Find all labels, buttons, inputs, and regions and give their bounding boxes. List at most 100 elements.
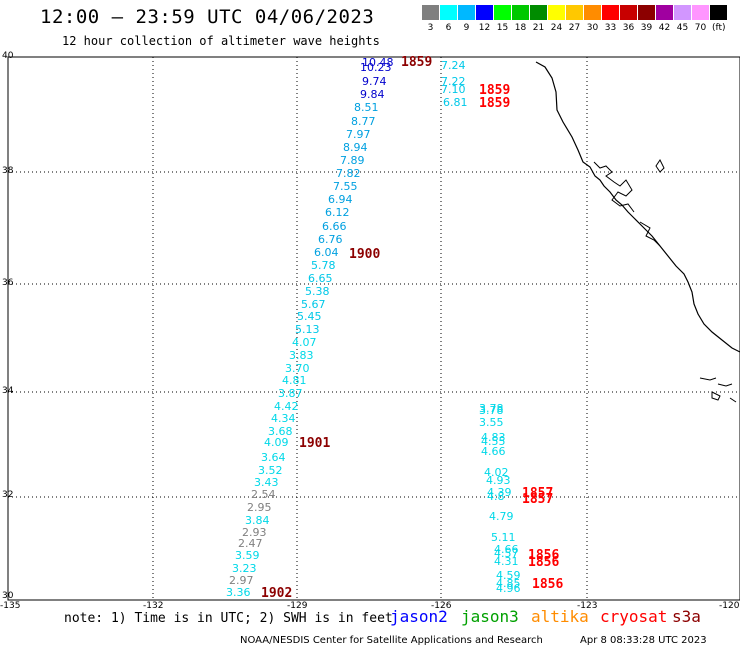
pass-time-label: 1857 (522, 492, 553, 507)
pass-time-label: 1857 (522, 486, 553, 501)
legend-jason2: jason2 (390, 607, 448, 626)
color-scale-unit: (ft) (712, 23, 726, 33)
wave-height-label: 5.11 (491, 531, 516, 544)
color-scale-swatch (620, 5, 637, 20)
lat-label: 30 (2, 591, 14, 601)
map-title: 12:00 – 23:59 UTC 04/06/2023 (40, 6, 375, 28)
wave-height-label: 7.10 (441, 83, 466, 96)
color-scale-swatch (548, 5, 565, 20)
wave-height-label: 6.94 (328, 193, 353, 206)
wave-height-label: 3.83 (289, 349, 314, 362)
lat-label: 36 (2, 278, 14, 288)
wave-height-label: 8.94 (343, 141, 368, 154)
wave-height-label: 4.09 (264, 436, 289, 449)
lon-label: -132 (143, 601, 164, 611)
wave-height-label: 4.66 (494, 543, 519, 556)
lat-label: 32 (2, 490, 14, 500)
wave-height-label: 4.93 (486, 474, 511, 487)
wave-height-label: 6.76 (318, 233, 343, 246)
wave-height-label: 3.55 (479, 416, 504, 429)
channel-island-3 (711, 391, 721, 401)
monterey-bay (639, 221, 661, 247)
wave-height-label: 2.95 (247, 501, 272, 514)
channel-island-4 (729, 397, 737, 403)
pass-time-label: 1856 (532, 577, 563, 592)
wave-height-label: 3.64 (261, 451, 286, 464)
color-scale-label: 42 (658, 23, 671, 33)
wave-height-label: 3.36 (226, 586, 251, 599)
footer-credit: NOAA/NESDIS Center for Satellite Applica… (240, 635, 543, 646)
wave-height-label: 5.67 (301, 298, 326, 311)
pass-time-label: 1901 (299, 436, 330, 451)
color-scale-label: 3 (427, 23, 434, 33)
san-francisco-bay (593, 161, 635, 213)
wave-height-label: 4.79 (489, 510, 514, 523)
wave-height-label: 3.87 (278, 387, 303, 400)
legend-s3a: s3a (672, 607, 701, 626)
color-scale-label: 6 (445, 23, 452, 33)
lat-label: 34 (2, 386, 14, 396)
wave-height-label: 8.77 (351, 115, 376, 128)
color-scale-swatch (566, 5, 583, 20)
legend-altika: altika (531, 607, 589, 626)
wave-height-label: 5.78 (311, 259, 336, 272)
color-scale-swatch (494, 5, 511, 20)
wave-height-label: 4.57 (494, 547, 519, 560)
color-scale-swatch (638, 5, 655, 20)
footer: NOAA/NESDIS Center for Satellite Applica… (240, 635, 707, 646)
color-scale-swatch (512, 5, 529, 20)
wave-height-label: 2.47 (238, 537, 263, 550)
pass-time-label: 1859 (401, 55, 432, 70)
wave-height-label: 6.81 (443, 96, 468, 109)
wave-height-label: 4.39 (487, 486, 512, 499)
footer-timestamp: Apr 8 08:33:28 UTC 2023 (580, 635, 707, 646)
legend-cryosat: cryosat (600, 607, 668, 626)
pass-time-label: 1856 (528, 548, 559, 563)
lake-tahoe (655, 159, 665, 173)
wave-height-label: 3.68 (268, 425, 293, 438)
color-scale-label: 36 (622, 23, 635, 33)
wave-height-label: 7.89 (340, 154, 365, 167)
color-scale-label: 39 (640, 23, 653, 33)
wave-height-label: 4.96 (496, 582, 521, 595)
color-scale-label: 18 (514, 23, 527, 33)
wave-height-label: 4.85 (496, 577, 521, 590)
color-scale-swatch (530, 5, 547, 20)
wave-height-label: 4.34 (271, 412, 296, 425)
color-scale-swatch (710, 5, 727, 20)
lat-lon-grid (8, 57, 740, 600)
wave-height-label: 10.48 (362, 56, 394, 69)
channel-island-2 (717, 383, 733, 387)
wave-height-label: 6.04 (314, 246, 339, 259)
wave-height-label: 6.12 (325, 206, 350, 219)
wave-height-label: 8.51 (354, 101, 379, 114)
color-scale-label: 27 (568, 23, 581, 33)
pass-time-label: 1856 (528, 555, 559, 570)
wave-height-label: 3.70 (285, 362, 310, 375)
wave-height-label: 7.97 (346, 128, 371, 141)
wave-height-label: 10.23 (360, 61, 392, 74)
pass-time-label: 1900 (349, 247, 380, 262)
color-scale-swatch (692, 5, 709, 20)
color-scale-label: 21 (532, 23, 545, 33)
pass-time-label: 1902 (261, 586, 292, 601)
pass-time-label: 1859 (479, 96, 510, 111)
lon-label: -129 (287, 601, 308, 611)
wave-height-label: 2.93 (242, 526, 267, 539)
wave-height-label: 7.22 (441, 75, 466, 88)
observation-layer: 10.4810.239.749.848.518.777.978.947.897.… (226, 55, 563, 601)
wave-height-label: 9.74 (362, 75, 387, 88)
map-frame (7, 56, 740, 601)
lat-label: 38 (2, 166, 14, 176)
color-scale-swatch (422, 5, 439, 20)
map-subtitle: 12 hour collection of altimeter wave hei… (62, 34, 380, 48)
color-scale-label: 15 (496, 23, 509, 33)
pass-time-label: 1859 (479, 83, 510, 98)
wave-height-label: 4.42 (274, 400, 299, 413)
color-scale-label: 45 (676, 23, 689, 33)
color-scale-swatch (458, 5, 475, 20)
wave-height-label: 4.8 (487, 490, 505, 503)
wave-height-label: 4.81 (282, 374, 307, 387)
wave-height-label: 7.55 (333, 180, 358, 193)
